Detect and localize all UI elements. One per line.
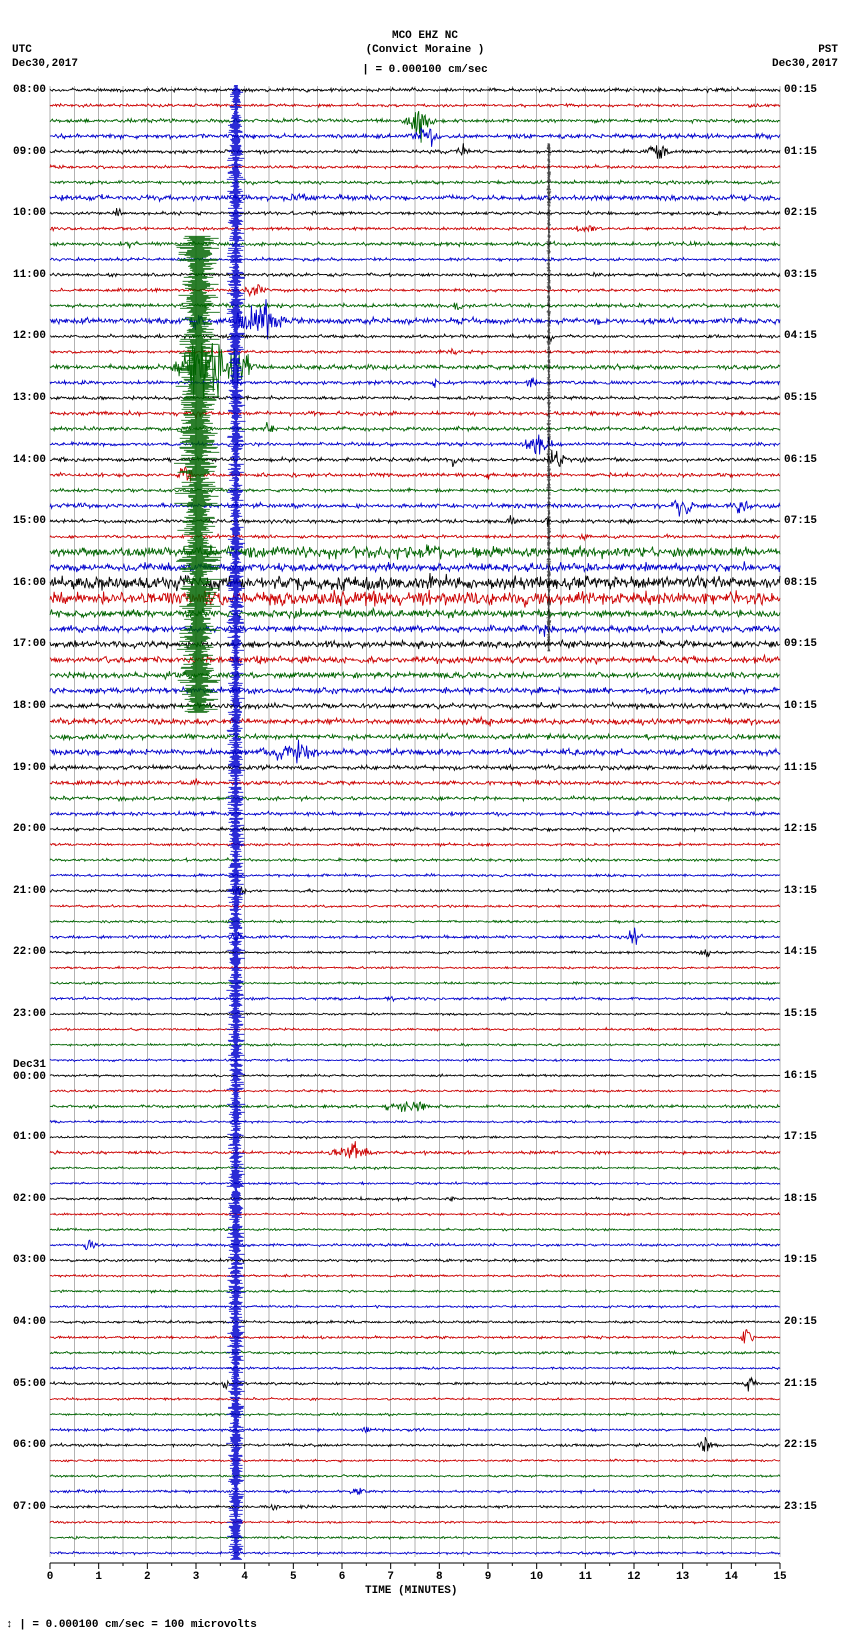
right-time-label: 12:15 [784,823,817,835]
left-time-label: 02:00 [13,1193,46,1205]
right-time-label: 00:15 [784,84,817,96]
left-time-label: 15:00 [13,515,46,527]
right-time-label: 21:15 [784,1378,817,1390]
right-time-label: 15:15 [784,1008,817,1020]
right-time-label: 06:15 [784,454,817,466]
right-time-label: 07:15 [784,515,817,527]
xaxis-tick-label: 10 [527,1571,547,1583]
right-time-label: 01:15 [784,146,817,158]
footer-scale: ↕ | = 0.000100 cm/sec = 100 microvolts [0,1613,850,1643]
right-time-label: 18:15 [784,1193,817,1205]
xaxis-tick-label: 2 [137,1571,157,1583]
xaxis-tick-label: 4 [235,1571,255,1583]
xaxis-tick-label: 6 [332,1571,352,1583]
left-time-label: 12:00 [13,330,46,342]
left-time-label: 08:00 [13,84,46,96]
left-time-label: 10:00 [13,207,46,219]
left-time-label: 06:00 [13,1439,46,1451]
left-time-label: 09:00 [13,146,46,158]
xaxis-tick-label: 3 [186,1571,206,1583]
xaxis-tick-label: 7 [381,1571,401,1583]
left-time-label: 16:00 [13,577,46,589]
right-time-label: 04:15 [784,330,817,342]
left-time-label: 03:00 [13,1254,46,1266]
right-time-label: 17:15 [784,1131,817,1143]
station-code: MCO EHZ NC [0,30,850,42]
xaxis-tick-label: 0 [40,1571,60,1583]
xaxis-tick-label: 1 [89,1571,109,1583]
tz-left-label: UTC [12,44,32,56]
right-time-label: 22:15 [784,1439,817,1451]
right-time-label: 14:15 [784,946,817,958]
xaxis-tick-label: 12 [624,1571,644,1583]
right-time-label: 16:15 [784,1070,817,1082]
xaxis-tick-label: 11 [575,1571,595,1583]
xaxis-title: TIME (MINUTES) [365,1585,457,1597]
right-time-label: 19:15 [784,1254,817,1266]
left-time-label: 21:00 [13,885,46,897]
right-time-label: 03:15 [784,269,817,281]
station-name: (Convict Moraine ) [0,44,850,56]
date-right-label: Dec30,2017 [772,58,838,70]
right-time-label: 09:15 [784,638,817,650]
left-time-label: 18:00 [13,700,46,712]
right-time-label: 10:15 [784,700,817,712]
xaxis-tick-label: 15 [770,1571,790,1583]
xaxis-tick-label: 9 [478,1571,498,1583]
helicorder-plot: 0123456789101112131415TIME (MINUTES)08:0… [0,85,850,1613]
xaxis-tick-label: 5 [283,1571,303,1583]
date-left-label: Dec30,2017 [12,58,78,70]
left-time-label: 20:00 [13,823,46,835]
left-time-label: 04:00 [13,1316,46,1328]
right-time-label: 13:15 [784,885,817,897]
left-time-label: 13:00 [13,392,46,404]
left-time-label: 05:00 [13,1378,46,1390]
right-time-label: 23:15 [784,1501,817,1513]
left-time-label: 07:00 [13,1501,46,1513]
right-time-label: 05:15 [784,392,817,404]
left-time-label: Dec31 00:00 [13,1059,46,1083]
tz-right-label: PST [818,44,838,56]
footer-scale-text: | = 0.000100 cm/sec = 100 microvolts [19,1619,257,1631]
left-time-label: 19:00 [13,762,46,774]
right-time-label: 02:15 [784,207,817,219]
left-time-label: 17:00 [13,638,46,650]
header: MCO EHZ NC (Convict Moraine ) | = 0.0001… [0,0,850,85]
scale-top: | = 0.000100 cm/sec [0,64,850,76]
right-time-label: 08:15 [784,577,817,589]
xaxis-tick-label: 14 [721,1571,741,1583]
left-time-label: 01:00 [13,1131,46,1143]
right-time-label: 11:15 [784,762,817,774]
xaxis-tick-label: 13 [673,1571,693,1583]
left-time-label: 23:00 [13,1008,46,1020]
left-time-label: 22:00 [13,946,46,958]
xaxis-tick-label: 8 [429,1571,449,1583]
left-time-label: 11:00 [13,269,46,281]
right-time-label: 20:15 [784,1316,817,1328]
helicorder-svg [0,85,850,1613]
left-time-label: 14:00 [13,454,46,466]
scale-marker-icon: ↕ [6,1619,13,1631]
